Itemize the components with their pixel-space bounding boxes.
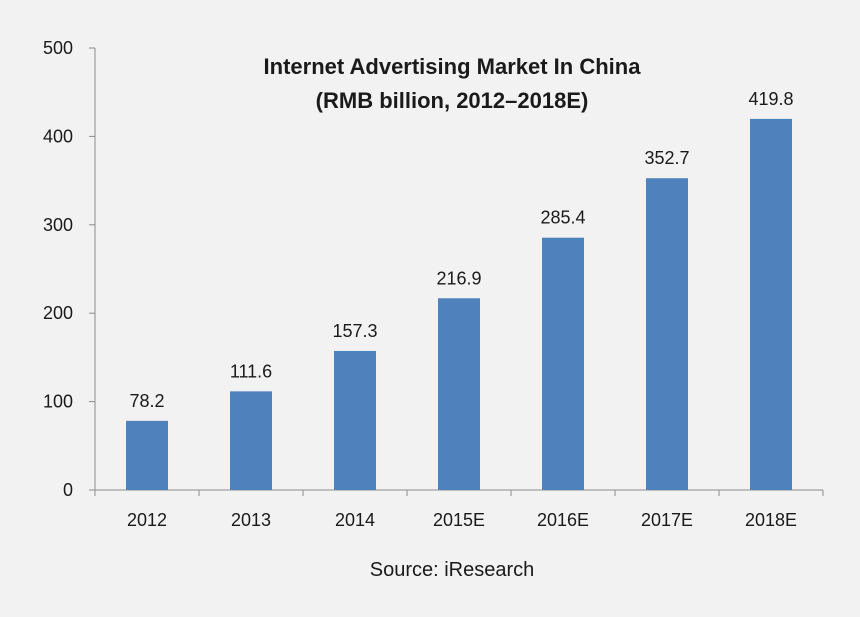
bar-2014 xyxy=(334,350,376,490)
data-labels: 78.2 111.6 157.3 216.9 285.4 352.7 419.8 xyxy=(129,89,793,411)
y-tick-label: 200 xyxy=(43,303,73,323)
chart-subtitle: (RMB billion, 2012–2018E) xyxy=(316,88,589,113)
y-tick-label: 0 xyxy=(63,480,73,500)
data-label-2016E: 285.4 xyxy=(540,208,585,228)
y-axis: 0 100 200 300 400 500 xyxy=(43,38,96,500)
data-label-2012: 78.2 xyxy=(129,391,164,411)
data-label-2017E: 352.7 xyxy=(644,148,689,168)
chart-title: Internet Advertising Market In China xyxy=(264,54,642,79)
y-tick-label: 100 xyxy=(43,392,73,412)
bars xyxy=(126,118,792,491)
y-tick-label: 300 xyxy=(43,215,73,235)
bar-2015E xyxy=(438,298,480,490)
data-label-2013: 111.6 xyxy=(230,361,272,381)
source-note: Source: iResearch xyxy=(370,559,535,581)
bar-2013 xyxy=(230,391,272,490)
x-tick-label-2013: 2013 xyxy=(231,510,271,530)
x-tick-label-2017E: 2017E xyxy=(641,510,693,530)
y-tick-label: 500 xyxy=(43,38,73,58)
x-tick-label-2016E: 2016E xyxy=(537,510,589,530)
bar-2012 xyxy=(126,420,168,490)
data-label-2015E: 216.9 xyxy=(436,268,481,288)
data-label-2018E: 419.8 xyxy=(748,89,793,109)
x-axis: 2012 2013 2014 2015E 2016E 2017E 2018E xyxy=(94,489,824,530)
bar-2016E xyxy=(542,237,584,490)
x-tick-label-2015E: 2015E xyxy=(433,510,485,530)
x-tick-label-2018E: 2018E xyxy=(745,510,797,530)
bar-2017E xyxy=(646,178,688,490)
bar-2018E xyxy=(750,118,792,491)
x-tick-label-2014: 2014 xyxy=(335,510,375,530)
data-label-2014: 157.3 xyxy=(332,321,377,341)
x-tick-label-2012: 2012 xyxy=(127,510,167,530)
y-tick-label: 400 xyxy=(43,126,73,146)
